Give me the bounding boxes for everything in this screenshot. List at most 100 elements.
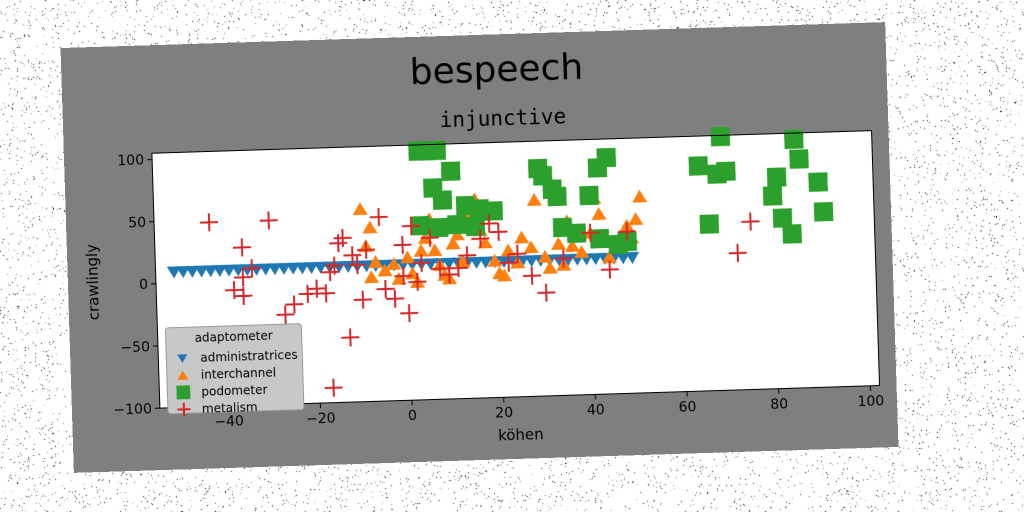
interchannel-point xyxy=(377,263,393,277)
legend-entry: interchannel xyxy=(177,365,276,382)
metalism-point xyxy=(285,295,304,314)
metalism-point xyxy=(233,268,252,287)
podometer-point xyxy=(617,231,638,252)
podometer-point xyxy=(465,216,486,237)
podometer-point xyxy=(589,228,610,249)
interchannel-point xyxy=(523,240,539,254)
y-tick-label: −100 xyxy=(113,401,152,418)
podometer-point xyxy=(784,129,804,150)
metalism-point xyxy=(499,253,518,272)
legend-triangle-up-icon xyxy=(177,370,189,380)
administratrices-point xyxy=(331,261,346,274)
x-tick-label: −40 xyxy=(214,413,244,430)
interchannel-point xyxy=(413,243,429,257)
metalism-point xyxy=(581,223,600,242)
podometer-point xyxy=(813,201,834,222)
x-tick-label: 80 xyxy=(770,396,788,413)
x-axis-label: köhen xyxy=(498,425,544,444)
legend-square-icon xyxy=(176,385,191,400)
administratrices-point xyxy=(267,263,282,276)
administratrices-point xyxy=(588,252,603,266)
podometer-point xyxy=(432,190,453,210)
interchannel-point xyxy=(400,250,416,264)
metalism-point xyxy=(600,260,619,279)
legend-entry: administratrices xyxy=(177,348,298,365)
administratrices-point xyxy=(615,252,630,265)
interchannel-point xyxy=(565,239,581,253)
metalism-point xyxy=(458,246,477,265)
podometer-point xyxy=(410,215,431,236)
legend-entry: podometer xyxy=(176,383,268,400)
metalism-point xyxy=(408,272,427,291)
podometer-point xyxy=(766,167,787,187)
y-tick-label: 50 xyxy=(128,215,146,232)
plot-area xyxy=(151,130,880,409)
podometer-point xyxy=(579,185,599,206)
administratrices-point xyxy=(185,265,200,278)
metalism-point xyxy=(449,259,468,278)
metalism-point xyxy=(259,211,278,230)
x-tick-label: 60 xyxy=(678,399,696,416)
metalism-point xyxy=(353,290,372,309)
interchannel-point xyxy=(368,255,384,269)
metalism-point xyxy=(376,279,395,299)
metalism-point xyxy=(348,255,367,275)
data-marks xyxy=(166,126,834,397)
administratrices-point xyxy=(230,264,245,277)
legend-label: metalism xyxy=(202,400,258,416)
administratrices-point xyxy=(469,256,484,269)
chart-figure: bespeech injunctive −40 −20 0 20 40 60 80 100 −… xyxy=(60,22,899,473)
metalism-point xyxy=(329,234,348,253)
metalism-point xyxy=(430,259,450,278)
podometer-point xyxy=(782,224,802,244)
administratrices-point xyxy=(560,253,575,266)
metalism-point xyxy=(508,244,527,263)
podometer-point xyxy=(426,140,447,161)
interchannel-point xyxy=(628,212,644,226)
metalism-point xyxy=(394,266,413,286)
podometer-point xyxy=(440,161,461,182)
podometer-point xyxy=(716,161,736,182)
x-tick-label: 20 xyxy=(495,405,513,422)
podometer-point xyxy=(566,223,587,244)
metalism-point xyxy=(341,328,360,347)
figure-suptitle: bespeech xyxy=(409,47,584,93)
y-axis-ticks: −100 −50 0 50 100 xyxy=(113,153,160,419)
y-tick-label: 0 xyxy=(139,277,148,293)
administratrices-point xyxy=(166,266,181,279)
interchannel-point xyxy=(602,250,618,264)
metalism-point xyxy=(393,235,412,254)
administratrices-point xyxy=(194,265,209,278)
series-metalism xyxy=(200,208,760,397)
metalism-point xyxy=(276,305,295,324)
metalism-point xyxy=(242,259,261,278)
y-tick-label: −50 xyxy=(120,339,150,356)
metalism-point xyxy=(402,216,421,236)
podometer-point xyxy=(762,186,783,206)
metalism-point xyxy=(617,222,636,241)
metalism-point xyxy=(356,240,375,259)
metalism-point xyxy=(307,279,326,298)
administratrices-point xyxy=(551,254,566,267)
metalism-point xyxy=(317,284,336,303)
legend-box xyxy=(164,323,305,415)
podometer-point xyxy=(699,214,720,234)
metalism-point xyxy=(400,304,419,323)
interchannel-point xyxy=(427,243,443,257)
administratrices-point xyxy=(524,254,539,268)
metalism-point xyxy=(232,238,252,257)
x-tick-label: 0 xyxy=(408,408,417,424)
metalism-point xyxy=(386,289,405,308)
interchannel-point xyxy=(526,192,542,206)
chart-svg: bespeech injunctive −40 −20 0 20 40 60 80 100 −… xyxy=(60,22,899,473)
podometer-point xyxy=(688,156,709,176)
administratrices-point xyxy=(340,260,355,273)
administratrices-point xyxy=(276,262,291,275)
x-tick-label: 100 xyxy=(857,393,884,410)
metalism-point xyxy=(325,256,344,275)
legend-label: podometer xyxy=(201,383,267,399)
podometer-point xyxy=(587,158,608,178)
metalism-point xyxy=(471,229,490,248)
interchannel-point xyxy=(386,257,402,271)
